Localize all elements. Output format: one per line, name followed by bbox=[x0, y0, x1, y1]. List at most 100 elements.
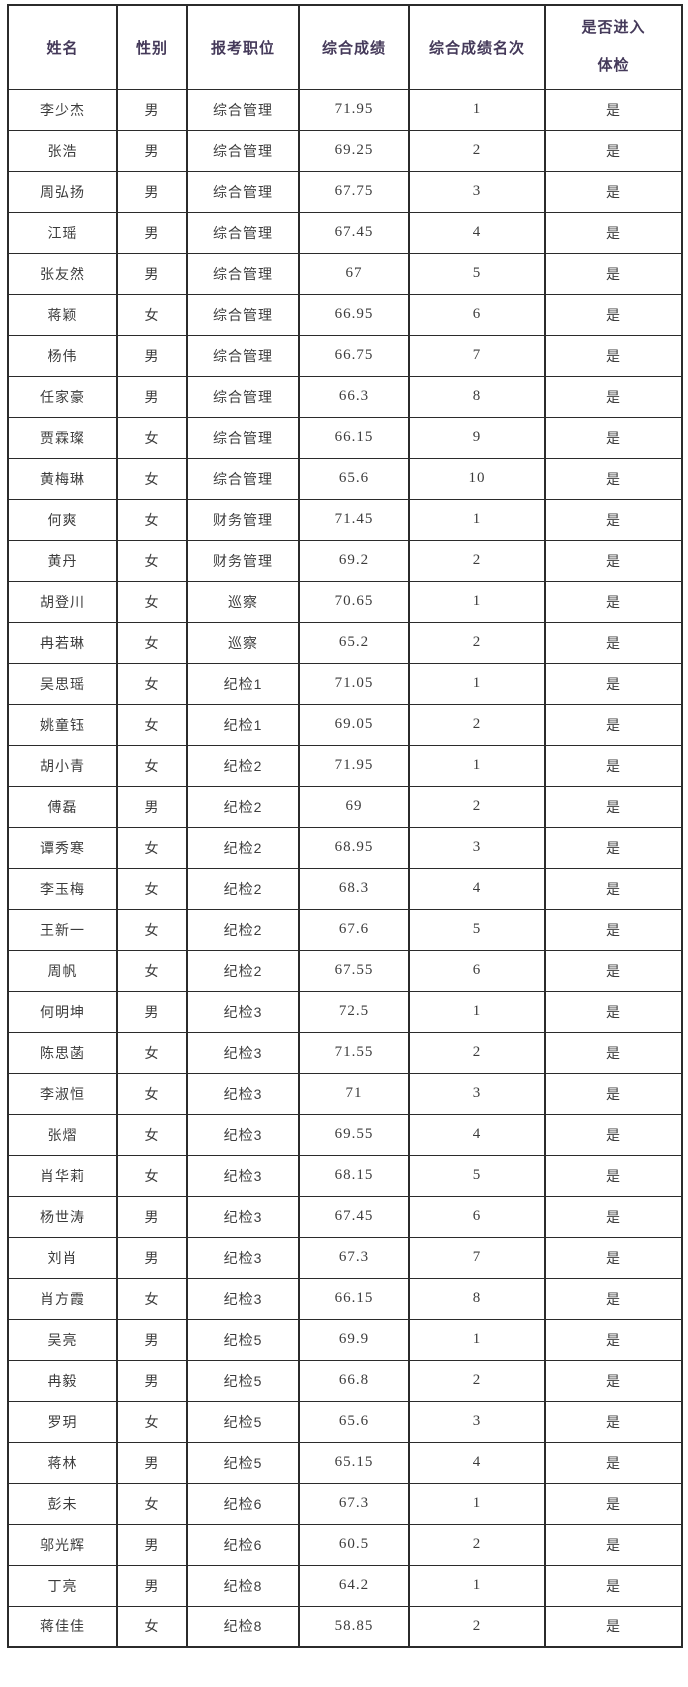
cell-rank: 1 bbox=[408, 662, 546, 705]
cell-score: 71.05 bbox=[298, 662, 410, 705]
cell-name: 彭未 bbox=[7, 1482, 118, 1525]
cell-score: 66.3 bbox=[298, 375, 410, 418]
cell-pass: 是 bbox=[544, 703, 683, 746]
table-row: 周帆女纪检2 67.55 6 是 bbox=[7, 949, 683, 992]
cell-pass: 是 bbox=[544, 1605, 683, 1648]
cell-score: 71.45 bbox=[298, 498, 410, 541]
table-row: 周弘扬男综合管理 67.75 3 是 bbox=[7, 170, 683, 213]
cell-name: 蒋林 bbox=[7, 1441, 118, 1484]
cell-rank: 9 bbox=[408, 416, 546, 459]
col-header-rank: 综合成绩名次 bbox=[408, 4, 546, 90]
cell-rank: 2 bbox=[408, 1605, 546, 1648]
cell-rank: 1 bbox=[408, 1482, 546, 1525]
cell-score: 66.15 bbox=[298, 1277, 410, 1320]
cell-rank: 5 bbox=[408, 908, 546, 951]
cell-rank: 2 bbox=[408, 129, 546, 172]
cell-position: 纪检6 bbox=[186, 1482, 300, 1525]
cell-rank: 3 bbox=[408, 826, 546, 869]
cell-pass: 是 bbox=[544, 457, 683, 500]
cell-gender: 女 bbox=[116, 1072, 188, 1115]
cell-name: 肖方霞 bbox=[7, 1277, 118, 1320]
table-row: 蒋佳佳女纪检8 58.85 2 是 bbox=[7, 1605, 683, 1648]
table-row: 杨伟男综合管理 66.75 7 是 bbox=[7, 334, 683, 377]
table-row: 罗玥女纪检5 65.6 3 是 bbox=[7, 1400, 683, 1443]
cell-position: 综合管理 bbox=[186, 293, 300, 336]
cell-name: 李淑恒 bbox=[7, 1072, 118, 1115]
cell-pass: 是 bbox=[544, 990, 683, 1033]
cell-name: 何明坤 bbox=[7, 990, 118, 1033]
cell-gender: 女 bbox=[116, 744, 188, 787]
table-row: 姚童钰女纪检1 69.05 2 是 bbox=[7, 703, 683, 746]
cell-pass: 是 bbox=[544, 908, 683, 951]
col-header-exam: 是否进入 体检 bbox=[544, 4, 683, 90]
col-header-name: 姓名 bbox=[7, 4, 118, 90]
cell-name: 吴思瑶 bbox=[7, 662, 118, 705]
cell-score: 69.25 bbox=[298, 129, 410, 172]
table-row: 彭未女纪检6 67.3 1 是 bbox=[7, 1482, 683, 1525]
table-row: 邬光辉男纪检6 60.5 2 是 bbox=[7, 1523, 683, 1566]
table-row: 陈思菡女纪检3 71.55 2 是 bbox=[7, 1031, 683, 1074]
cell-rank: 2 bbox=[408, 785, 546, 828]
cell-gender: 男 bbox=[116, 375, 188, 418]
cell-rank: 2 bbox=[408, 1523, 546, 1566]
cell-position: 财务管理 bbox=[186, 539, 300, 582]
cell-pass: 是 bbox=[544, 1482, 683, 1525]
cell-rank: 1 bbox=[408, 990, 546, 1033]
cell-position: 纪检3 bbox=[186, 1113, 300, 1156]
cell-gender: 男 bbox=[116, 1359, 188, 1402]
cell-position: 综合管理 bbox=[186, 457, 300, 500]
cell-gender: 女 bbox=[116, 908, 188, 951]
cell-pass: 是 bbox=[544, 1318, 683, 1361]
cell-rank: 8 bbox=[408, 375, 546, 418]
cell-pass: 是 bbox=[544, 1277, 683, 1320]
cell-score: 67.55 bbox=[298, 949, 410, 992]
cell-pass: 是 bbox=[544, 580, 683, 623]
cell-rank: 6 bbox=[408, 293, 546, 336]
cell-rank: 2 bbox=[408, 621, 546, 664]
table-row: 冉若琳女巡察 65.2 2 是 bbox=[7, 621, 683, 664]
cell-pass: 是 bbox=[544, 744, 683, 787]
cell-gender: 男 bbox=[116, 1318, 188, 1361]
cell-gender: 男 bbox=[116, 88, 188, 131]
cell-position: 综合管理 bbox=[186, 170, 300, 213]
cell-rank: 1 bbox=[408, 498, 546, 541]
cell-pass: 是 bbox=[544, 1072, 683, 1115]
cell-position: 纪检5 bbox=[186, 1359, 300, 1402]
cell-position: 纪检3 bbox=[186, 1195, 300, 1238]
cell-name: 胡登川 bbox=[7, 580, 118, 623]
table-row: 肖华莉女纪检3 68.15 5 是 bbox=[7, 1154, 683, 1197]
cell-gender: 男 bbox=[116, 170, 188, 213]
table-row: 吴亮男纪检5 69.9 1 是 bbox=[7, 1318, 683, 1361]
cell-position: 财务管理 bbox=[186, 498, 300, 541]
cell-gender: 男 bbox=[116, 1195, 188, 1238]
table-row: 贾霖璨女综合管理 66.15 9 是 bbox=[7, 416, 683, 459]
cell-gender: 男 bbox=[116, 252, 188, 295]
cell-score: 65.15 bbox=[298, 1441, 410, 1484]
col-header-exam-line2: 体检 bbox=[597, 57, 630, 75]
cell-name: 胡小青 bbox=[7, 744, 118, 787]
cell-position: 纪检3 bbox=[186, 1236, 300, 1279]
cell-gender: 女 bbox=[116, 539, 188, 582]
cell-name: 邬光辉 bbox=[7, 1523, 118, 1566]
cell-name: 杨世涛 bbox=[7, 1195, 118, 1238]
cell-position: 综合管理 bbox=[186, 211, 300, 254]
cell-gender: 女 bbox=[116, 662, 188, 705]
cell-gender: 女 bbox=[116, 826, 188, 869]
table-row: 何爽女财务管理 71.45 1 是 bbox=[7, 498, 683, 541]
cell-position: 巡察 bbox=[186, 580, 300, 623]
cell-pass: 是 bbox=[544, 88, 683, 131]
cell-position: 纪检6 bbox=[186, 1523, 300, 1566]
cell-score: 67 bbox=[298, 252, 410, 295]
table-row: 何明坤男纪检3 72.5 1 是 bbox=[7, 990, 683, 1033]
table-row: 丁亮男纪检8 64.2 1 是 bbox=[7, 1564, 683, 1607]
cell-rank: 2 bbox=[408, 1031, 546, 1074]
cell-gender: 女 bbox=[116, 949, 188, 992]
cell-pass: 是 bbox=[544, 375, 683, 418]
cell-rank: 10 bbox=[408, 457, 546, 500]
cell-score: 69.55 bbox=[298, 1113, 410, 1156]
cell-rank: 7 bbox=[408, 334, 546, 377]
cell-gender: 女 bbox=[116, 293, 188, 336]
cell-pass: 是 bbox=[544, 211, 683, 254]
cell-gender: 男 bbox=[116, 211, 188, 254]
